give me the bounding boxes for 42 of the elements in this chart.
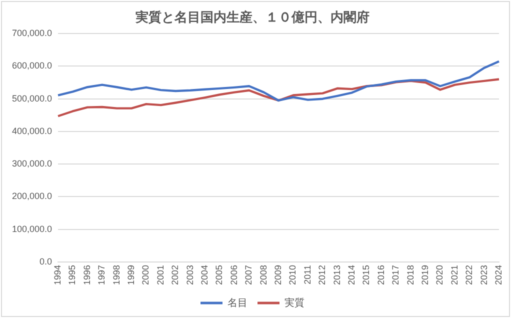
x-tick-label: 2024 bbox=[493, 264, 504, 286]
x-tick-label: 2022 bbox=[464, 264, 474, 286]
x-tick-label: 1995 bbox=[67, 264, 78, 286]
x-tick-label: 2021 bbox=[449, 264, 460, 286]
x-tick-label: 2013 bbox=[332, 264, 342, 286]
x-tick-label: 2023 bbox=[478, 264, 489, 286]
y-tick-label: 500,000.0 bbox=[12, 93, 52, 104]
x-tick-label: 2010 bbox=[288, 264, 298, 286]
y-tick-label: 700,000.0 bbox=[12, 28, 52, 38]
x-tick-label: 2009 bbox=[273, 264, 284, 286]
x-tick-label: 2005 bbox=[214, 264, 224, 286]
x-tick-label: 1997 bbox=[96, 264, 107, 286]
x-tick-label: 2015 bbox=[361, 264, 372, 286]
x-tick-label: 2007 bbox=[244, 264, 254, 286]
y-tick-label: 0.0 bbox=[40, 256, 52, 266]
y-tick-label: 100,000.0 bbox=[12, 224, 52, 234]
y-tick-label: 600,000.0 bbox=[12, 60, 52, 71]
x-tick-label: 2000 bbox=[140, 264, 151, 286]
y-tick-label: 300,000.0 bbox=[12, 158, 52, 169]
x-tick-label: 1999 bbox=[126, 264, 136, 286]
legend-label: 実質 bbox=[284, 296, 304, 309]
x-tick-label: 2014 bbox=[346, 264, 356, 286]
x-tick-label: 2019 bbox=[420, 264, 430, 286]
x-tick-label: 2011 bbox=[302, 264, 312, 284]
chart-title: 実質と名目国内生産、１０億円、内閣府 bbox=[134, 9, 370, 24]
x-tick-label: 1998 bbox=[111, 264, 122, 286]
legend-label: 名目 bbox=[228, 296, 248, 309]
x-tick-label: 2001 bbox=[155, 264, 166, 286]
x-tick-label: 2006 bbox=[228, 264, 239, 286]
x-tick-label: 2017 bbox=[390, 264, 401, 286]
x-tick-label: 2002 bbox=[170, 264, 180, 286]
x-tick-label: 2003 bbox=[184, 264, 195, 286]
x-tick-label: 2020 bbox=[434, 264, 445, 286]
x-tick-label: 1996 bbox=[82, 264, 92, 286]
x-tick-label: 1994 bbox=[52, 264, 63, 286]
y-tick-label: 400,000.0 bbox=[12, 126, 52, 136]
y-tick-label: 200,000.0 bbox=[12, 191, 52, 202]
x-tick-label: 2004 bbox=[200, 264, 210, 286]
x-tick-label: 2008 bbox=[258, 264, 268, 286]
x-tick-label: 2012 bbox=[317, 264, 328, 286]
x-tick-label: 2018 bbox=[405, 264, 416, 286]
x-tick-label: 2016 bbox=[376, 264, 386, 286]
